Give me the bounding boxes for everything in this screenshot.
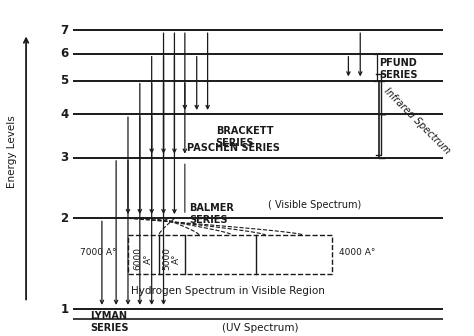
Text: ( Visible Spectrum): ( Visible Spectrum) xyxy=(268,200,361,210)
Text: PASCHEN SERIES: PASCHEN SERIES xyxy=(187,143,280,153)
Text: Infrared Spectrum: Infrared Spectrum xyxy=(382,86,452,156)
Text: BRACKETT
SERIES: BRACKETT SERIES xyxy=(216,126,273,148)
Text: 5000
A°: 5000 A° xyxy=(162,247,181,270)
Text: 7: 7 xyxy=(61,24,69,37)
Text: 6000
A°: 6000 A° xyxy=(134,247,153,270)
Text: 6: 6 xyxy=(61,47,69,60)
Text: (UV Spectrum): (UV Spectrum) xyxy=(222,323,299,333)
Text: 4000 A°: 4000 A° xyxy=(339,248,375,257)
Text: 3: 3 xyxy=(61,152,69,164)
Text: 4: 4 xyxy=(61,108,69,121)
Text: 1: 1 xyxy=(61,303,69,316)
Text: PFUND
SERIES: PFUND SERIES xyxy=(379,58,418,80)
Text: 7000 A°: 7000 A° xyxy=(80,248,116,257)
Text: BALMER
SERIES: BALMER SERIES xyxy=(190,203,235,225)
Text: 2: 2 xyxy=(61,212,69,225)
Text: LYMAN
SERIES: LYMAN SERIES xyxy=(90,311,128,333)
Text: 5: 5 xyxy=(61,74,69,87)
Text: Hydrogen Spectrum in Visible Region: Hydrogen Spectrum in Visible Region xyxy=(130,286,325,296)
Text: Energy Levels: Energy Levels xyxy=(7,115,17,187)
